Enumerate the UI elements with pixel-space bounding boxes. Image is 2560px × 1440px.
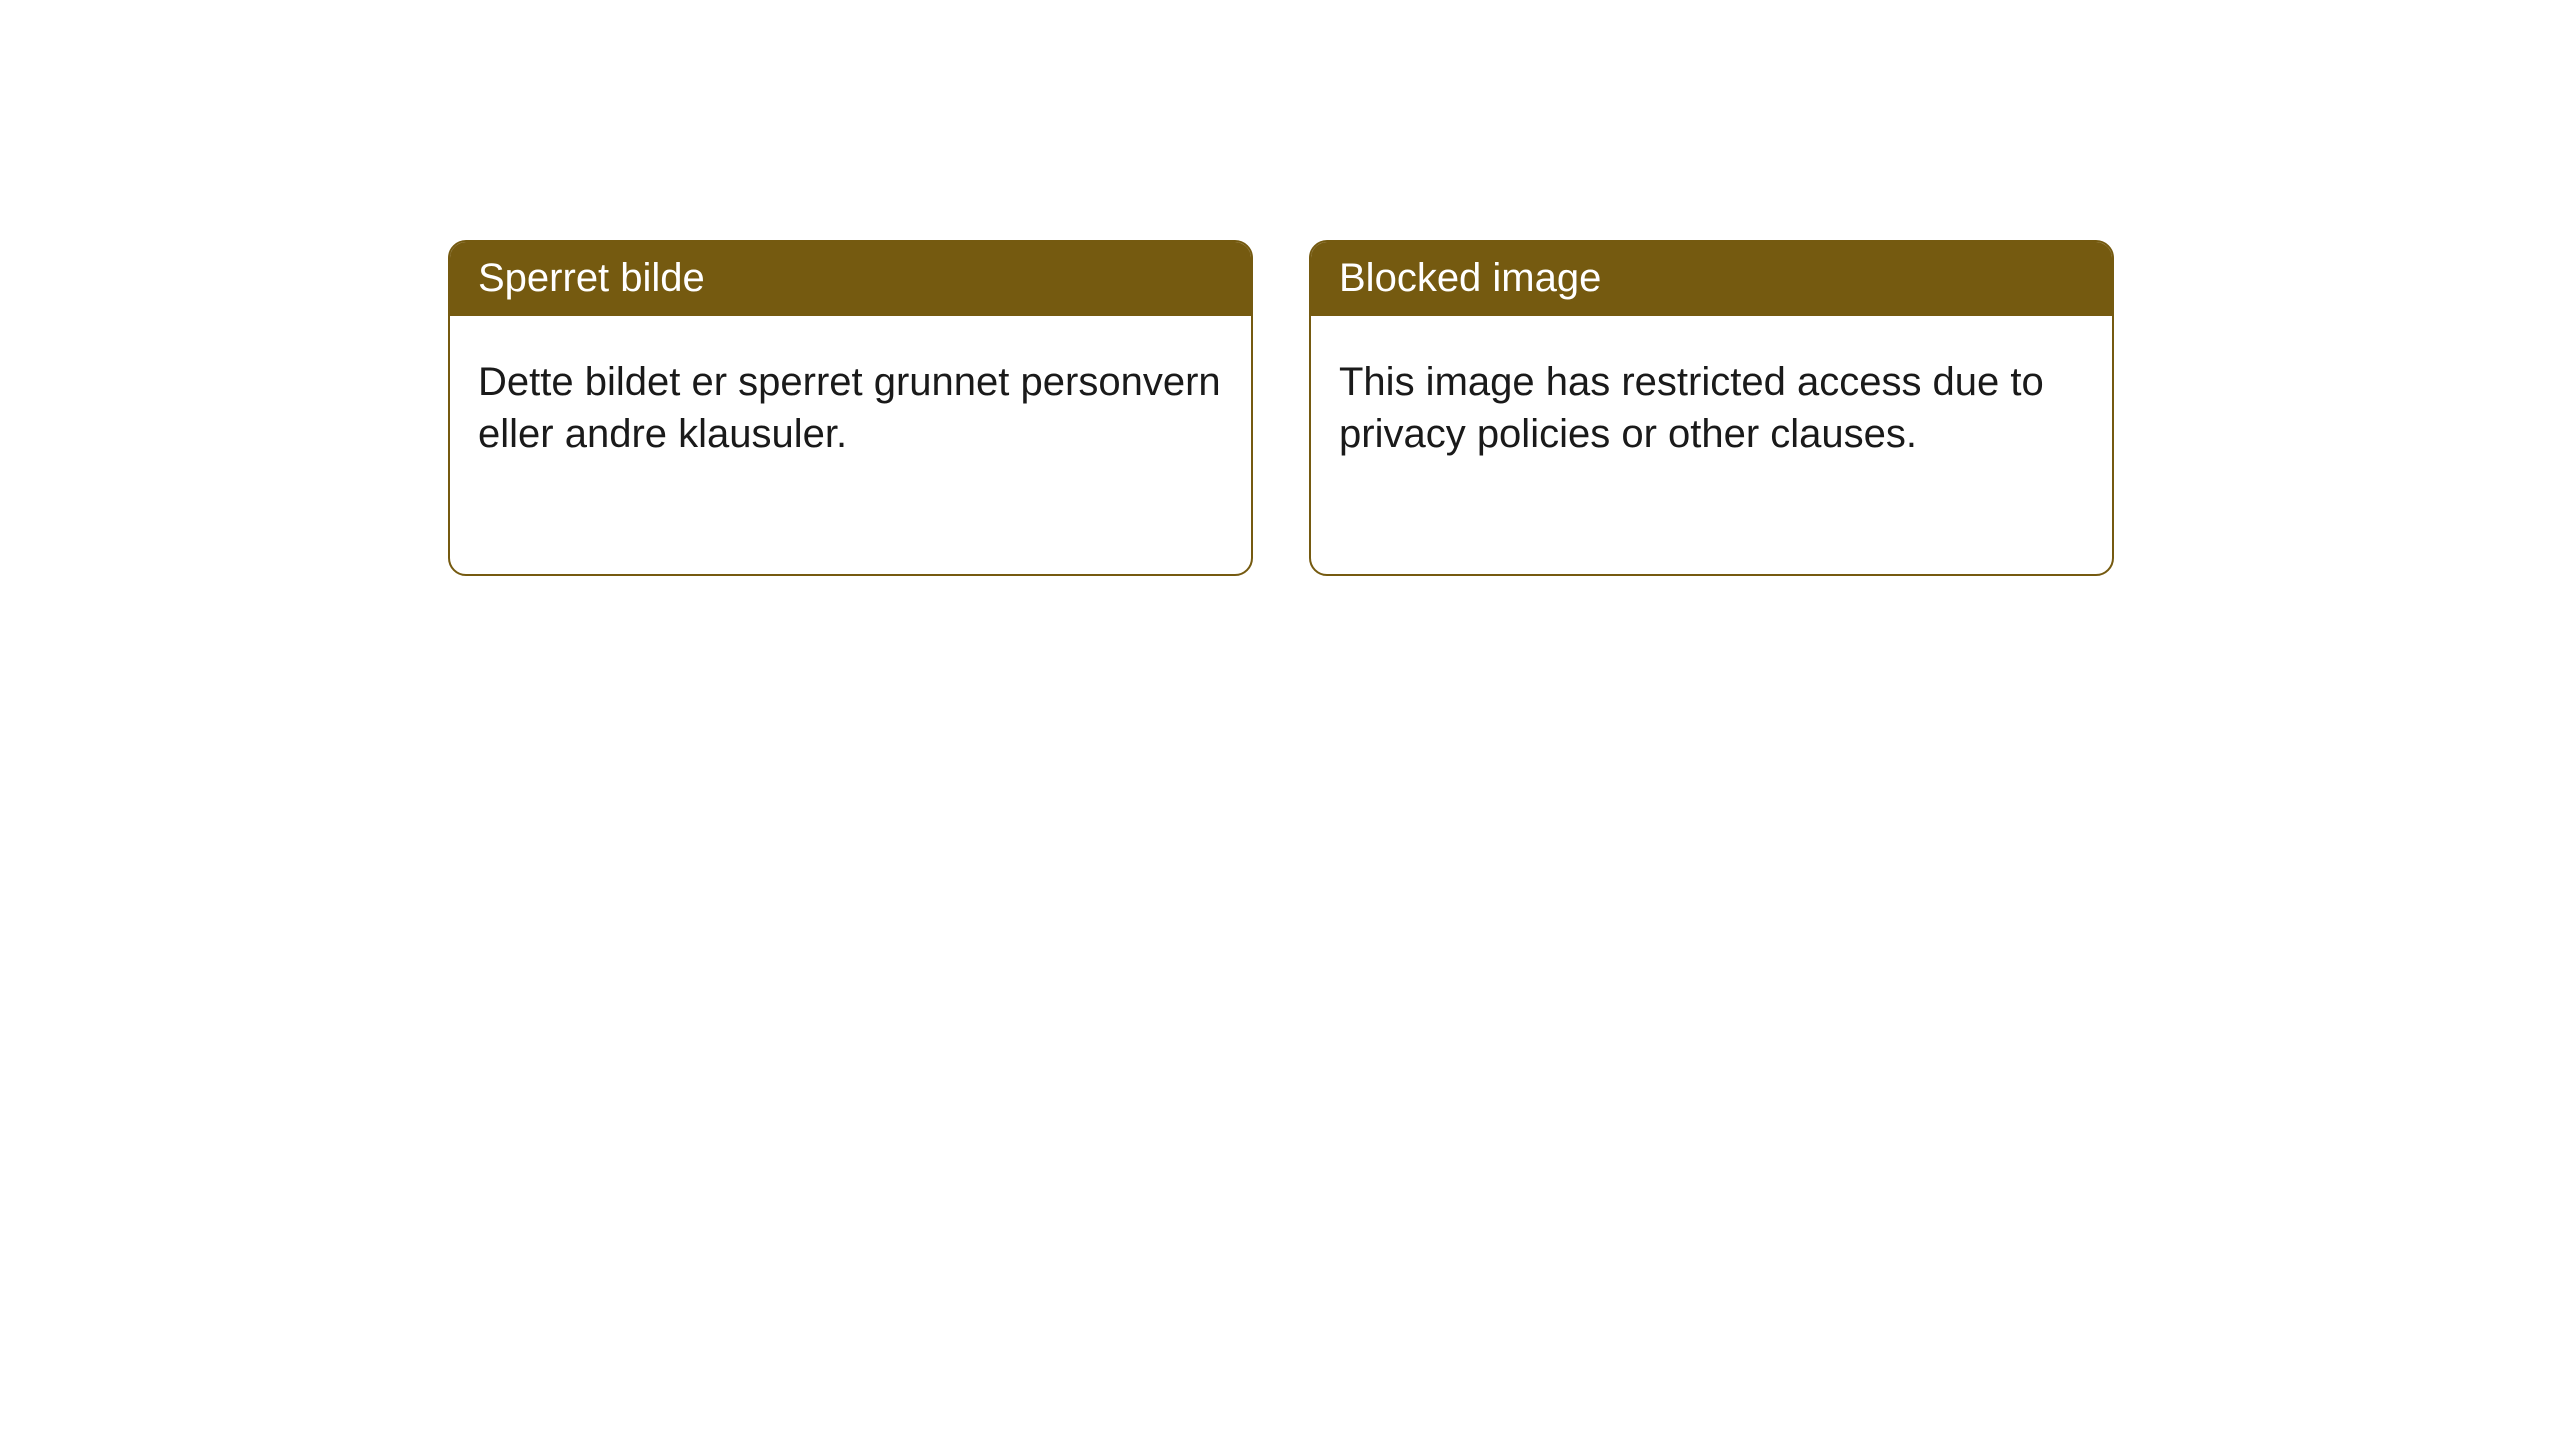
- blocked-image-card-en: Blocked image This image has restricted …: [1309, 240, 2114, 576]
- card-header: Blocked image: [1311, 242, 2112, 316]
- card-header: Sperret bilde: [450, 242, 1251, 316]
- card-body: Dette bildet er sperret grunnet personve…: [450, 316, 1251, 500]
- cards-container: Sperret bilde Dette bildet er sperret gr…: [0, 0, 2560, 576]
- blocked-image-card-no: Sperret bilde Dette bildet er sperret gr…: [448, 240, 1253, 576]
- card-body: This image has restricted access due to …: [1311, 316, 2112, 500]
